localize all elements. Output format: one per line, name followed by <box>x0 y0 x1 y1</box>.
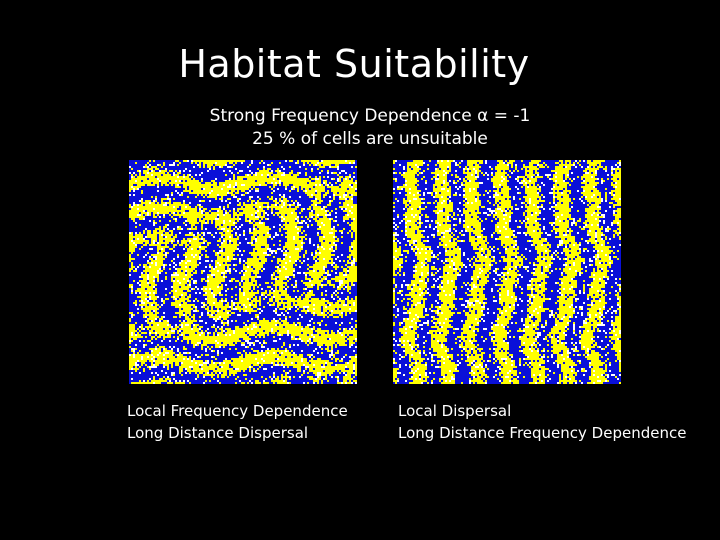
caption-right: Local Dispersal Long Distance Frequency … <box>398 400 686 444</box>
caption-right-line-1: Local Dispersal <box>398 402 512 420</box>
grid-canvas-left <box>129 160 357 384</box>
simulation-grid-left <box>129 160 357 384</box>
simulation-grid-right <box>393 160 621 384</box>
caption-left-line-1: Local Frequency Dependence <box>127 402 348 420</box>
subtitle-line-2: 25 % of cells are unsuitable <box>252 129 488 149</box>
caption-right-line-2: Long Distance Frequency Dependence <box>398 424 687 442</box>
grid-canvas-right <box>393 160 621 384</box>
caption-left-line-2: Long Distance Dispersal <box>127 424 309 442</box>
subtitle-line-1: Strong Frequency Dependence α = -1 <box>209 106 531 126</box>
caption-left: Local Frequency Dependence Long Distance… <box>127 400 348 444</box>
slide-title: Habitat Suitability <box>178 42 530 86</box>
